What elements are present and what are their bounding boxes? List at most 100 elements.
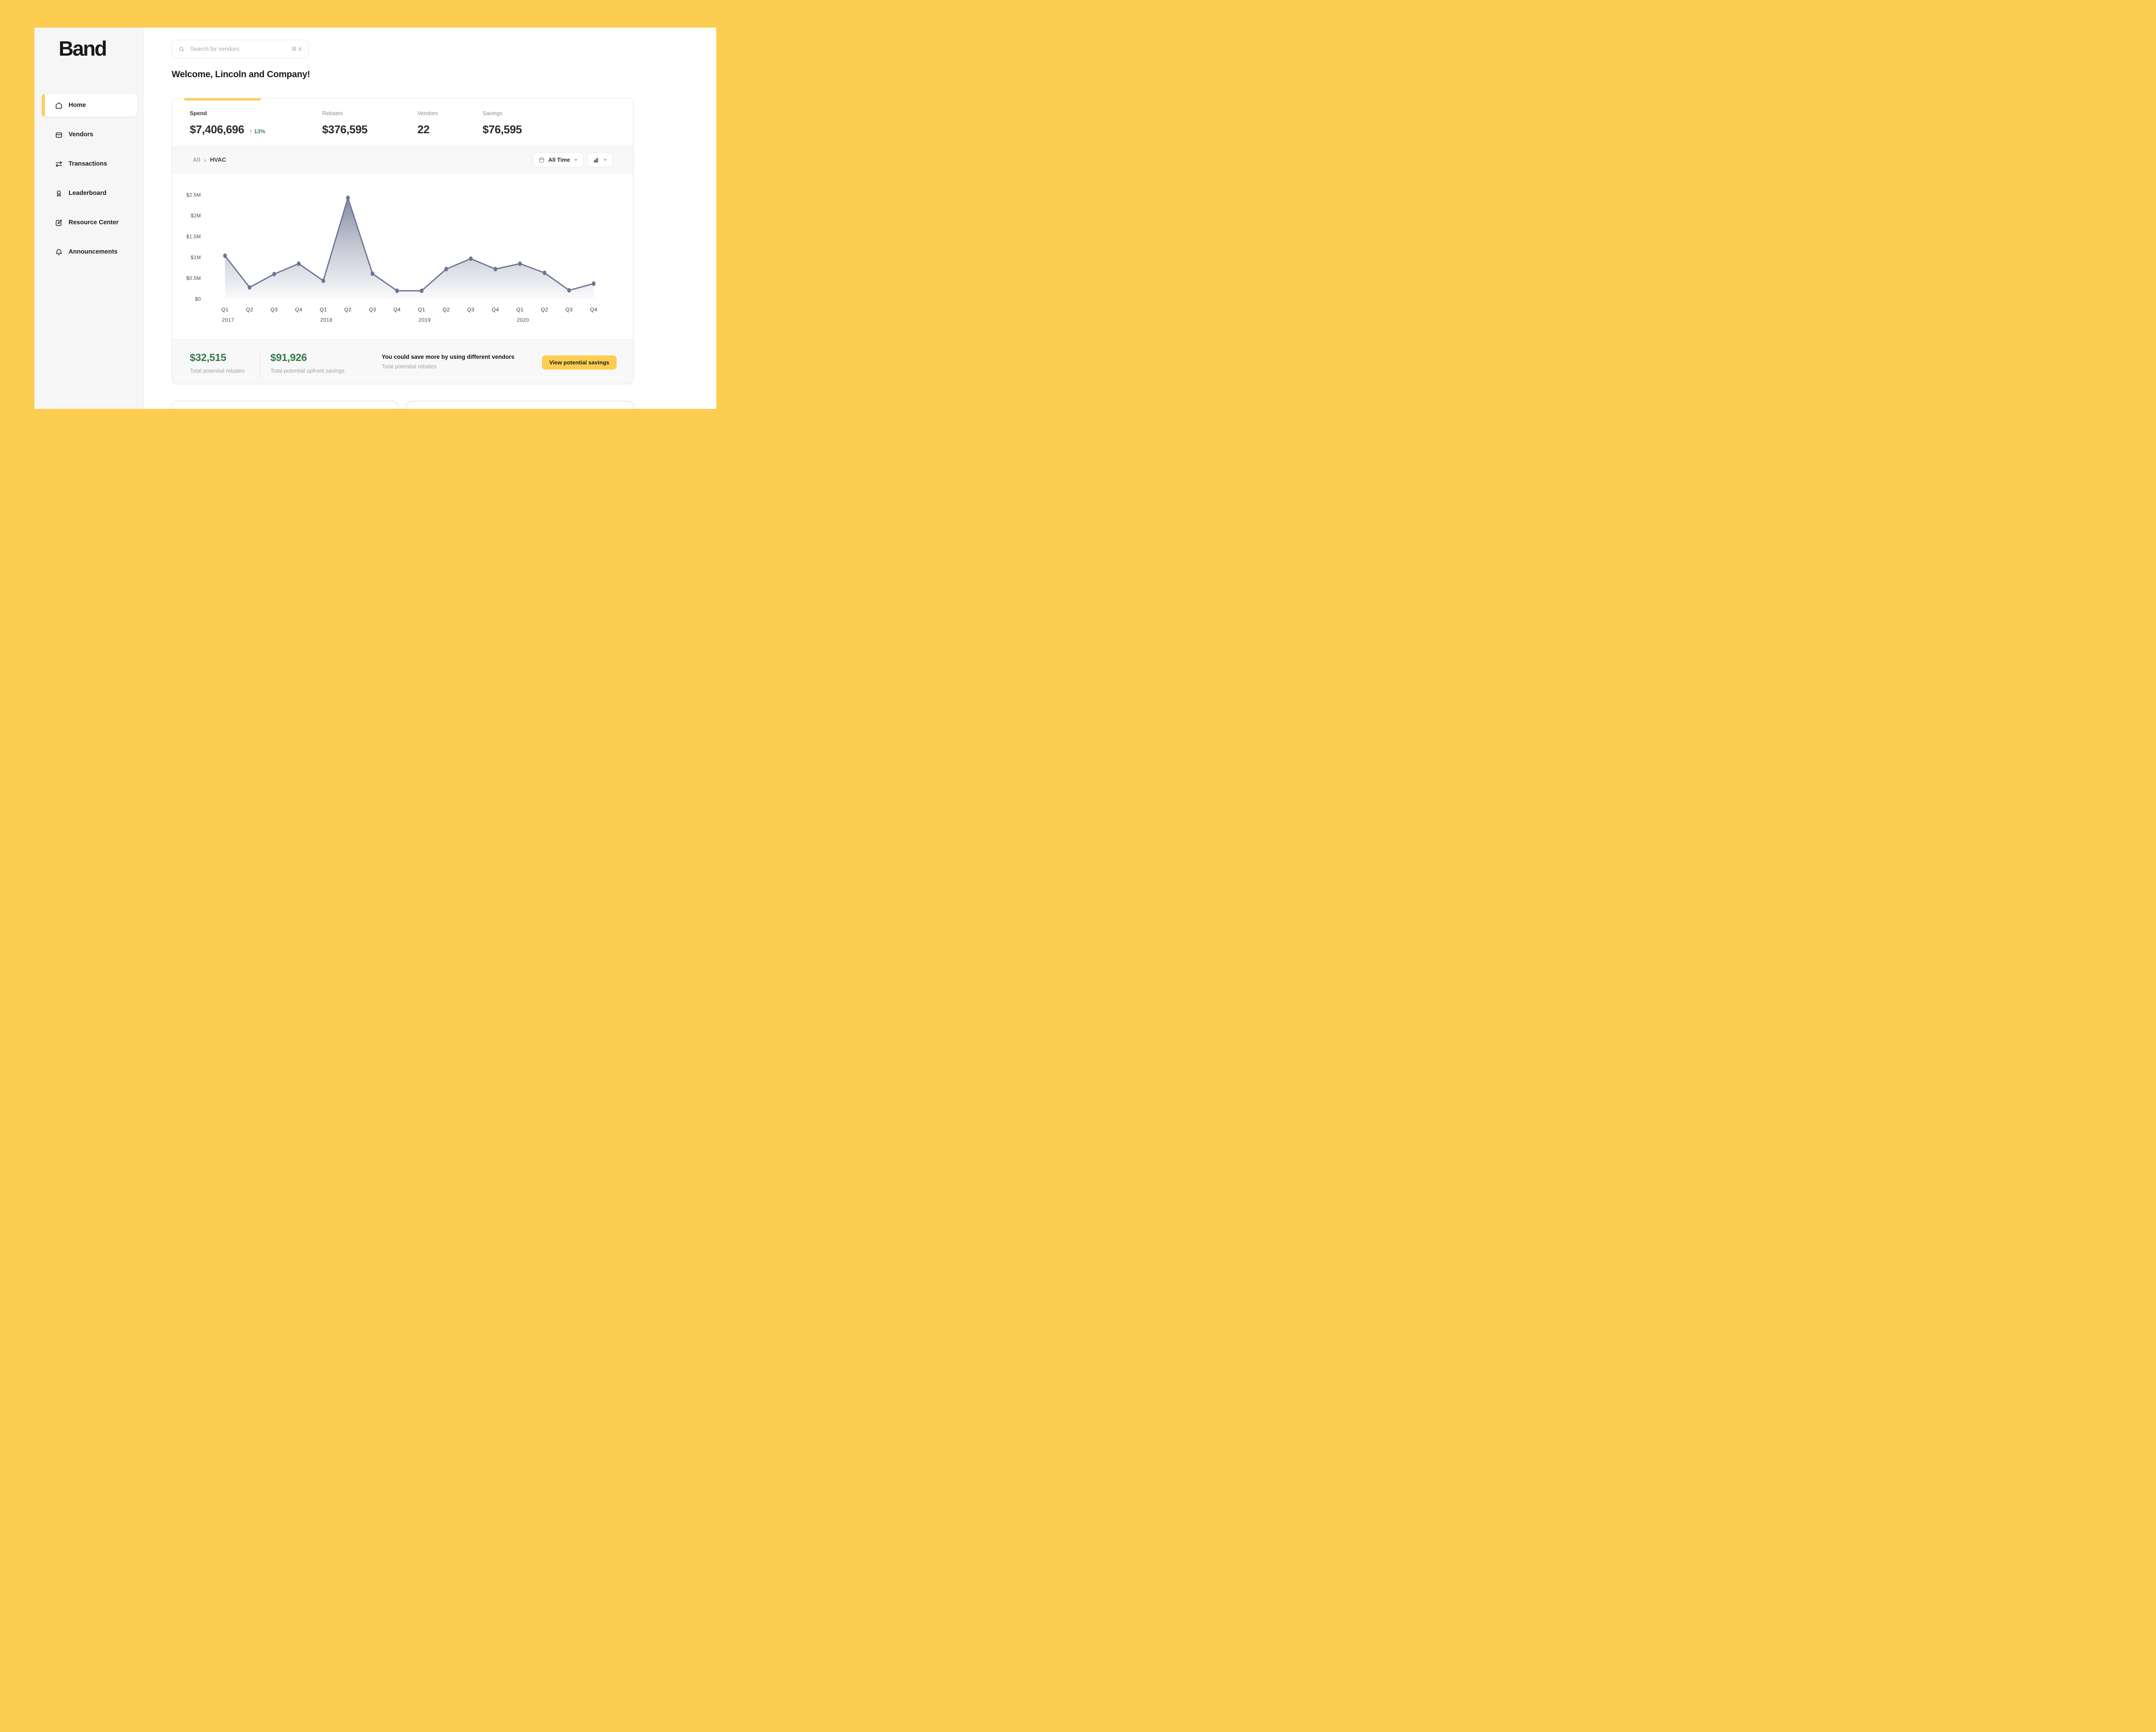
x-axis-year-label: 2018	[320, 317, 332, 323]
sidebar-item-transactions[interactable]: Transactions	[42, 153, 137, 175]
data-point-marker[interactable]	[346, 195, 350, 200]
x-axis-year-label: 2019	[419, 317, 431, 323]
stat-label: Vendors	[417, 110, 438, 116]
sidebar-item-label: Home	[69, 102, 86, 109]
brand-logo: Band	[59, 38, 107, 60]
main-content: ⌘ K Welcome, Lincoln and Company! Spend $…	[144, 28, 716, 409]
stat-delta-badge: ↑ 13%	[249, 128, 266, 135]
x-axis-quarter-label: Q2	[246, 307, 253, 313]
sidebar-item-announcements[interactable]: Announcements	[42, 241, 137, 263]
x-axis-year-label: 2020	[517, 317, 529, 323]
active-accent-bar	[42, 94, 45, 116]
active-tab-indicator	[184, 98, 261, 100]
transfer-icon	[55, 160, 63, 168]
stat-rebates[interactable]: Rebates $376,595	[322, 110, 417, 136]
sidebar-item-label: Leaderboard	[69, 190, 107, 197]
sidebar: Band Home Vendors Transactions Leaderboard R…	[34, 28, 144, 409]
upfront-savings-value: $91,926	[270, 352, 307, 364]
stat-spend[interactable]: Spend $7,406,696 ↑ 13%	[190, 110, 322, 136]
stat-value: $376,595	[322, 123, 368, 136]
data-point-marker[interactable]	[542, 270, 547, 275]
savings-message: You could save more by using different v…	[382, 352, 542, 370]
spend-area-chart: $2.5M $2M $1.5M $1M $0.5M $0 Q1 Q2 Q3 Q4 Q1 Q2 Q3 Q4 Q…	[172, 174, 633, 339]
potential-rebates-stat: $32,515 Total potential rebates	[190, 352, 260, 374]
x-axis-quarter-label: Q1	[418, 307, 425, 313]
breadcrumb-current: HVAC	[210, 157, 226, 163]
y-axis-tick: $0	[195, 297, 201, 302]
stats-row: Spend $7,406,696 ↑ 13% Rebates $376,595 Vendo…	[172, 98, 633, 136]
data-point-marker[interactable]	[297, 261, 301, 266]
y-axis-tick: $1M	[191, 255, 201, 260]
x-axis-quarter-label: Q4	[492, 307, 499, 313]
next-card-left	[172, 401, 398, 409]
view-potential-savings-button[interactable]: View potential savings	[542, 355, 617, 370]
x-axis-quarter-label: Q2	[442, 307, 450, 313]
stat-value: $76,595	[483, 123, 522, 136]
data-point-marker[interactable]	[223, 253, 227, 258]
sidebar-item-label: Transactions	[69, 160, 107, 167]
x-axis-quarter-label: Q3	[565, 307, 573, 313]
data-point-marker[interactable]	[321, 278, 326, 283]
savings-summary: $32,515 Total potential rebates $91,926 …	[172, 339, 633, 384]
data-point-marker[interactable]	[493, 267, 498, 272]
search-bar[interactable]: ⌘ K	[172, 40, 309, 58]
upfront-savings-stat: $91,926 Total potential upfront savings	[270, 352, 382, 374]
award-icon	[55, 189, 63, 198]
sidebar-item-resource-center[interactable]: Resource Center	[42, 211, 137, 234]
sidebar-item-label: Vendors	[69, 131, 94, 138]
dashboard-card: Spend $7,406,696 ↑ 13% Rebates $376,595 Vendo…	[172, 98, 634, 384]
stat-label: Savings	[483, 110, 503, 116]
breadcrumb-root[interactable]: All	[193, 157, 201, 163]
breadcrumb: All › HVAC	[193, 157, 226, 163]
chart-toolbar: All › HVAC All Time	[172, 146, 633, 174]
x-axis-year-label: 2017	[222, 317, 234, 323]
bar-chart-icon	[594, 157, 598, 163]
chart-canvas: $2.5M $2M $1.5M $1M $0.5M $0 Q1 Q2 Q3 Q4 Q1 Q2 Q3 Q4 Q…	[186, 193, 597, 323]
page: { "app": { "logo_text": "Band" }, "sideb…	[0, 0, 745, 433]
x-axis-quarter-label: Q3	[467, 307, 474, 313]
bag-icon	[55, 131, 63, 139]
potential-rebates-value: $32,515	[190, 352, 226, 364]
arrow-up-icon: ↑	[249, 128, 253, 135]
data-point-marker[interactable]	[370, 271, 375, 276]
area-fill	[225, 198, 594, 299]
data-point-marker[interactable]	[444, 267, 448, 272]
data-point-marker[interactable]	[272, 272, 276, 276]
next-card-right	[406, 401, 634, 409]
data-point-marker[interactable]	[248, 285, 252, 290]
chart-type-dropdown[interactable]	[587, 152, 613, 167]
x-axis-quarter-label: Q4	[393, 307, 401, 313]
x-axis-quarter-label: Q2	[344, 307, 351, 313]
x-axis-quarter-label: Q2	[541, 307, 548, 313]
data-point-marker[interactable]	[420, 288, 424, 293]
keyboard-shortcut: ⌘ K	[291, 45, 302, 52]
x-axis-quarter-label: Q3	[369, 307, 376, 313]
stat-savings[interactable]: Savings $76,595	[483, 110, 569, 136]
stat-label: Rebates	[322, 110, 343, 116]
sidebar-item-leaderboard[interactable]: Leaderboard	[42, 182, 137, 204]
x-axis-quarter-label: Q4	[590, 307, 597, 313]
data-point-marker[interactable]	[567, 288, 571, 293]
upfront-savings-label: Total potential upfront savings	[270, 367, 345, 374]
spend-line	[224, 197, 595, 292]
search-input[interactable]	[189, 45, 287, 53]
data-point-marker[interactable]	[592, 281, 596, 286]
data-point-marker[interactable]	[469, 256, 473, 261]
bell-icon	[55, 248, 63, 256]
breadcrumb-separator-icon: ›	[204, 156, 206, 163]
data-point-marker[interactable]	[395, 288, 399, 293]
data-point-marker[interactable]	[518, 261, 522, 266]
sidebar-item-home[interactable]: Home	[42, 94, 137, 116]
x-axis-quarter-label: Q4	[295, 307, 302, 313]
x-axis-quarter-label: Q1	[516, 307, 523, 313]
sidebar-item-vendors[interactable]: Vendors	[42, 123, 137, 146]
potential-rebates-label: Total potential rebates	[190, 367, 245, 374]
y-axis-tick: $2M	[191, 213, 201, 219]
y-axis-tick: $0.5M	[186, 276, 201, 281]
sidebar-item-label: Resource Center	[69, 219, 119, 226]
home-icon	[55, 101, 63, 110]
x-axis-quarter-label: Q1	[320, 307, 327, 313]
time-range-dropdown[interactable]: All Time	[532, 152, 584, 167]
stat-vendors[interactable]: Vendors 22	[417, 110, 483, 136]
y-axis-tick: $1.5M	[186, 235, 201, 240]
